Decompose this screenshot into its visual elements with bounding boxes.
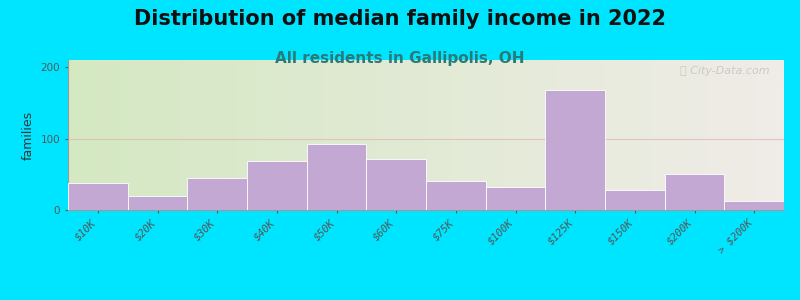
Bar (187, 178, 247, 210)
Bar (306, 144, 366, 210)
Y-axis label: families: families (22, 110, 35, 160)
Bar (128, 196, 187, 210)
Bar (665, 174, 724, 210)
Bar (546, 90, 605, 210)
Text: Distribution of median family income in 2022: Distribution of median family income in … (134, 9, 666, 29)
Bar (605, 190, 665, 210)
Bar (486, 187, 546, 210)
Bar (68, 183, 128, 210)
Bar (426, 182, 486, 210)
Bar (724, 201, 784, 210)
Text: All residents in Gallipolis, OH: All residents in Gallipolis, OH (275, 51, 525, 66)
Bar (366, 159, 426, 210)
Bar (247, 161, 306, 210)
Text: ⓘ City-Data.com: ⓘ City-Data.com (680, 66, 770, 76)
